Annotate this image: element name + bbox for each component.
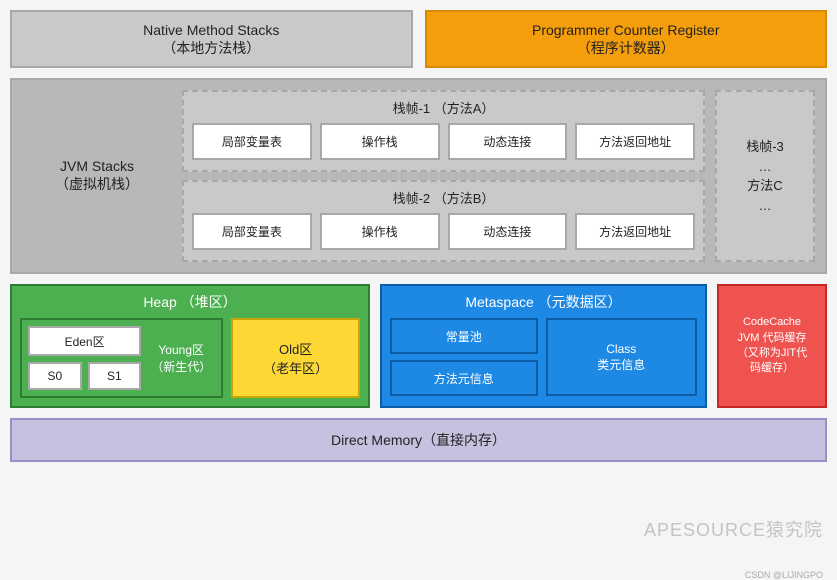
- jvm-stacks-box: JVM Stacks （虚拟机栈） 栈帧-1 （方法A） 局部变量表 操作栈 动…: [10, 78, 827, 274]
- native-method-stacks-box: Native Method Stacks （本地方法栈）: [10, 10, 413, 68]
- frame2-cell-retaddr: 方法返回地址: [575, 213, 695, 250]
- frame2-title: 栈帧-2 （方法B）: [192, 188, 695, 207]
- frame1-cell-dynlink: 动态连接: [448, 123, 568, 160]
- young-en: Young区: [158, 341, 204, 358]
- native-stacks-en: Native Method Stacks: [143, 21, 279, 39]
- frame1-cell-retaddr: 方法返回地址: [575, 123, 695, 160]
- stack-frame-1: 栈帧-1 （方法A） 局部变量表 操作栈 动态连接 方法返回地址: [182, 90, 705, 172]
- frame2-cell-locals: 局部变量表: [192, 213, 312, 250]
- frame3-l2: …: [759, 157, 772, 177]
- credit-text: CSDN @LIJINGPO: [745, 570, 823, 580]
- codecache-l1: CodeCache: [743, 315, 801, 330]
- frame3-l3: 方法C: [747, 176, 782, 196]
- jvm-stacks-en: JVM Stacks: [60, 158, 134, 174]
- frame2-cell-opstack: 操作栈: [320, 213, 440, 250]
- codecache-l3: （又称为JIT代: [737, 346, 807, 361]
- codecache-l4: 码缓存）: [750, 361, 794, 376]
- native-stacks-zh: （本地方法栈）: [162, 39, 260, 57]
- codecache-l2: JVM 代码缓存: [737, 331, 806, 346]
- frame1-cell-opstack: 操作栈: [320, 123, 440, 160]
- frame1-title: 栈帧-1 （方法A）: [192, 98, 695, 117]
- old-gen-box: Old区 （老年区）: [231, 318, 360, 398]
- young-label: Young区 （新生代）: [147, 326, 215, 390]
- jvm-stacks-zh: （虚拟机栈）: [55, 174, 139, 194]
- heap-title: Heap （堆区）: [20, 292, 360, 312]
- young-zh: （新生代）: [151, 358, 211, 375]
- jvm-stacks-label: JVM Stacks （虚拟机栈）: [22, 90, 172, 262]
- frame3-l1: 栈帧-3: [746, 137, 784, 157]
- direct-memory-box: Direct Memory（直接内存）: [10, 418, 827, 462]
- s1-box: S1: [88, 362, 142, 390]
- class-meta-box: Class 类元信息: [546, 318, 698, 396]
- method-meta-box: 方法元信息: [390, 360, 538, 396]
- watermark-text: APESOURCE猿究院: [644, 516, 823, 542]
- class-zh: 类元信息: [597, 356, 645, 373]
- class-en: Class: [606, 342, 636, 356]
- pcr-zh: （程序计数器）: [577, 39, 675, 57]
- constant-pool-box: 常量池: [390, 318, 538, 354]
- program-counter-register-box: Programmer Counter Register （程序计数器）: [425, 10, 828, 68]
- metaspace-title: Metaspace （元数据区）: [390, 292, 697, 312]
- frame1-cell-locals: 局部变量表: [192, 123, 312, 160]
- codecache-box: CodeCache JVM 代码缓存 （又称为JIT代 码缓存）: [717, 284, 827, 408]
- metaspace-box: Metaspace （元数据区） 常量池 方法元信息 Class 类元信息: [380, 284, 707, 408]
- stack-frame-3: 栈帧-3 … 方法C …: [715, 90, 815, 262]
- heap-box: Heap （堆区） Eden区 S0 S1 Young区 （新生代） Old区 …: [10, 284, 370, 408]
- frame3-l4: …: [759, 196, 772, 216]
- stack-frame-2: 栈帧-2 （方法B） 局部变量表 操作栈 动态连接 方法返回地址: [182, 180, 705, 262]
- eden-box: Eden区: [28, 326, 141, 356]
- pcr-en: Programmer Counter Register: [532, 21, 720, 39]
- old-en: Old区: [279, 339, 312, 358]
- young-gen-box: Eden区 S0 S1 Young区 （新生代）: [20, 318, 223, 398]
- frame2-cell-dynlink: 动态连接: [448, 213, 568, 250]
- old-zh: （老年区）: [263, 358, 328, 377]
- s0-box: S0: [28, 362, 82, 390]
